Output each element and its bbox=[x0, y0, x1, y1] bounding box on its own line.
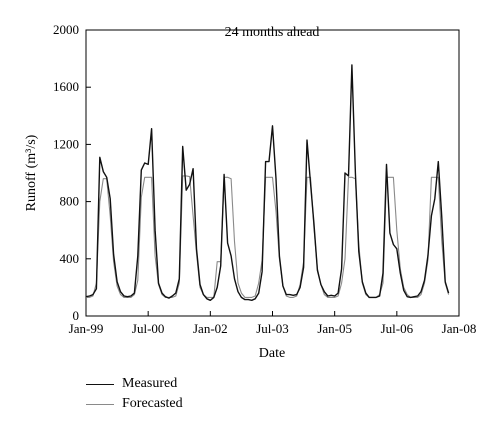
x-axis-label: Date bbox=[259, 346, 285, 361]
legend-swatch-forecasted bbox=[86, 403, 114, 405]
axes: 0 400 800 1200 1600 2000 Jan-99 Jul-00 Jan-02 Jul… bbox=[53, 22, 476, 336]
series-line-forecasted bbox=[86, 175, 450, 298]
y-tick-label: 400 bbox=[60, 251, 80, 266]
y-tick-label: 1200 bbox=[53, 136, 79, 151]
y-tick-label: 2000 bbox=[53, 22, 79, 37]
x-tick-label: Jan-02 bbox=[193, 321, 228, 336]
legend-label-measured: Measured bbox=[122, 376, 178, 391]
series-line-measured bbox=[85, 64, 450, 301]
x-tick-label: Jul-03 bbox=[256, 321, 289, 336]
legend-label-forecasted: Forecasted bbox=[122, 396, 183, 411]
legend-item-measured: Measured bbox=[86, 374, 183, 394]
x-tick-label: Jul-06 bbox=[381, 321, 414, 336]
y-tick-label: 0 bbox=[73, 308, 80, 323]
x-tick-label: Jan-05 bbox=[317, 321, 352, 336]
plot-frame bbox=[85, 29, 460, 317]
y-tick-label: 1600 bbox=[53, 79, 79, 94]
x-tick-label: Jul-00 bbox=[132, 321, 165, 336]
series-layer bbox=[85, 64, 450, 301]
chart-title: 24 months ahead bbox=[225, 25, 320, 40]
legend-item-forecasted: Forecasted bbox=[86, 394, 183, 414]
legend-swatch-measured bbox=[86, 383, 114, 385]
legend: Measured Forecasted bbox=[86, 374, 183, 414]
y-tick-label: 800 bbox=[60, 194, 80, 209]
x-tick-label: Jan-08 bbox=[442, 321, 477, 336]
y-axis-label: Runoff (m³/s) bbox=[24, 134, 39, 211]
x-tick-label: Jan-99 bbox=[69, 321, 104, 336]
